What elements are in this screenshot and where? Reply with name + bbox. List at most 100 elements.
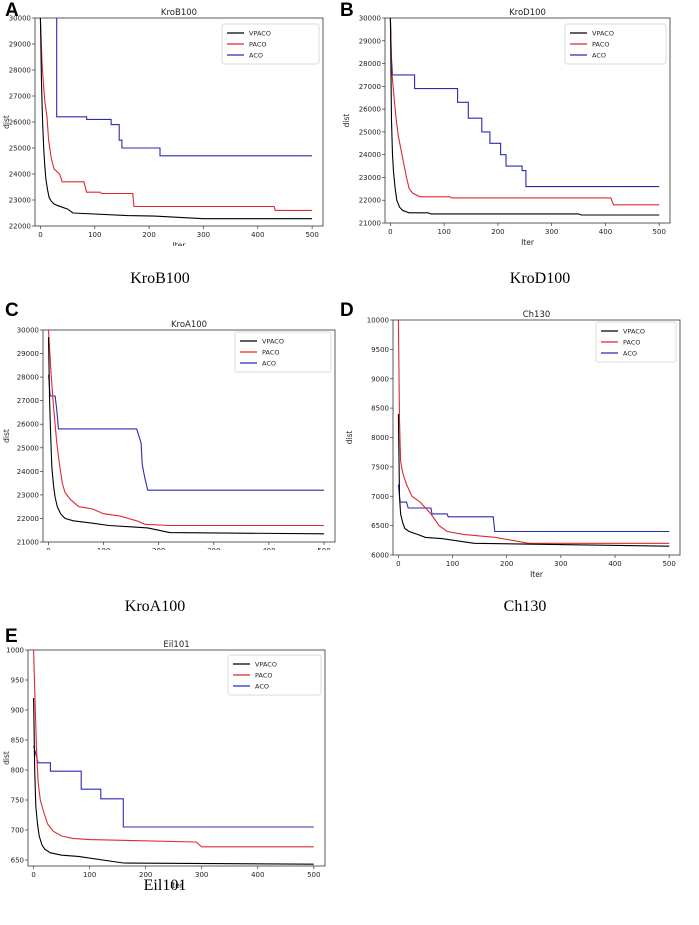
x-axis-label: Iter [521, 238, 535, 246]
y-tick-label: 22000 [359, 197, 381, 205]
chart-title: KroA100 [171, 320, 207, 330]
legend-label-paco: PACO [623, 339, 641, 347]
x-tick-label: 200 [491, 228, 504, 236]
y-tick-label: 7000 [371, 493, 389, 501]
series-line-aco [47, 374, 324, 491]
x-tick-label: 400 [251, 871, 264, 879]
x-tick-label: 500 [653, 228, 666, 236]
legend-box [595, 321, 677, 363]
y-tick-label: 9500 [371, 346, 389, 354]
x-tick-label: 100 [97, 547, 110, 550]
y-tick-label: 22000 [9, 223, 31, 231]
x-tick-label: 0 [46, 547, 50, 550]
series-line-paco [47, 330, 324, 527]
y-tick-label: 650 [11, 857, 24, 865]
y-tick-label: 800 [11, 767, 24, 775]
y-tick-label: 23000 [17, 491, 39, 499]
x-axis-label: Iter [173, 241, 187, 246]
x-tick-label: 300 [195, 871, 208, 879]
chart-panel-a: KroB100 0 100 200 300 400 500 22000 23000 24000 25… [0, 6, 330, 250]
x-tick-label: 300 [545, 228, 558, 236]
x-tick-label: 500 [307, 871, 320, 879]
y-tick-label: 7500 [371, 463, 389, 471]
y-tick-label: 850 [11, 737, 24, 745]
y-axis-label: dist [345, 431, 354, 445]
y-tick-label: 21000 [17, 539, 39, 547]
legend-label-aco: ACO [255, 683, 269, 691]
y-tick-label: 25000 [17, 444, 39, 452]
y-tick-label: 6500 [371, 522, 389, 530]
x-tick-label: 200 [152, 547, 165, 550]
x-tick-label: 300 [554, 560, 567, 568]
x-tick-label: 0 [396, 560, 400, 568]
panel-letter-e: E [5, 626, 18, 647]
legend-box [234, 331, 332, 373]
y-tick-label: 28000 [17, 374, 39, 382]
chart-title: KroD100 [509, 8, 546, 18]
y-axis-label: dist [2, 115, 11, 129]
x-tick-label: 0 [388, 228, 392, 236]
chart-panel-d: Ch130 0 100 200 300 400 500 6000 6500 7000 7500 800… [343, 306, 688, 585]
y-tick-label: 21000 [359, 220, 381, 228]
x-tick-label: 500 [305, 231, 318, 239]
chart-title: Eil101 [163, 640, 189, 650]
chart-kroA100: KroA100 0 100 200 300 400 500 21000 22000 23000 24… [2, 320, 336, 566]
series-line-paco [397, 320, 670, 544]
y-tick-label: 30000 [359, 15, 381, 23]
x-tick-label: 200 [142, 231, 155, 239]
y-tick-label: 26000 [9, 119, 31, 127]
series-line-vpaco [397, 413, 670, 547]
legend-label-aco: ACO [623, 350, 637, 358]
y-tick-label: 700 [11, 827, 24, 835]
legend-label-vpaco: VPACO [249, 30, 271, 38]
y-tick-label: 28000 [359, 60, 381, 68]
y-tick-label: 30000 [9, 15, 31, 23]
series-line-vpaco [389, 18, 660, 216]
legend-label-aco: ACO [592, 52, 606, 60]
x-tick-label: 0 [38, 231, 42, 239]
y-tick-label: 900 [11, 707, 24, 715]
chart-panel-e: Eil101 0 100 200 300 400 500 650 700 750 800 850 900… [0, 634, 335, 898]
series-line-aco [389, 18, 660, 188]
caption-d: Ch130 [503, 598, 547, 615]
legend-box [227, 654, 322, 696]
series-line-aco [397, 484, 670, 533]
legend-label-vpaco: VPACO [623, 328, 645, 336]
legend-label-aco: ACO [249, 52, 263, 60]
chart-kroD100: KroD100 0 100 200 300 400 500 21000 22000 23000 24… [342, 8, 671, 247]
x-tick-label: 100 [446, 560, 459, 568]
chart-ch130: Ch130 0 100 200 300 400 500 6000 6500 7000 7500 800… [345, 310, 681, 579]
x-axis-label: Iter [530, 570, 544, 579]
x-tick-label: 400 [599, 228, 612, 236]
legend-label-vpaco: VPACO [592, 30, 614, 38]
legend-label-paco: PACO [262, 349, 280, 357]
legend-label-paco: PACO [592, 41, 610, 49]
y-tick-label: 25000 [359, 128, 381, 136]
y-axis-label: dist [2, 429, 11, 443]
y-axis-label: dist [2, 751, 11, 765]
x-tick-label: 500 [317, 547, 330, 550]
caption-b: KroD100 [509, 270, 571, 287]
panel-letter-a: A [5, 0, 19, 21]
y-tick-label: 29000 [17, 350, 39, 358]
chart-eil101: Eil101 0 100 200 300 400 500 650 700 750 800 850 900… [2, 640, 326, 890]
series-line-aco [56, 18, 313, 157]
chart-title: Ch130 [523, 310, 551, 320]
legend-label-aco: ACO [262, 360, 276, 368]
x-tick-label: 500 [662, 560, 675, 568]
chart-panel-b: KroD100 0 100 200 300 400 500 21000 22000 23000 24… [340, 6, 680, 250]
y-tick-label: 30000 [17, 327, 39, 335]
y-tick-label: 6000 [371, 552, 389, 560]
y-tick-label: 8000 [371, 434, 389, 442]
panel-letter-c: C [5, 300, 19, 321]
legend-label-vpaco: VPACO [262, 338, 284, 346]
series-line-paco [389, 18, 660, 206]
legend-label-vpaco: VPACO [255, 661, 277, 669]
y-tick-label: 28000 [9, 67, 31, 75]
x-tick-label: 200 [500, 560, 513, 568]
legend-label-paco: PACO [249, 41, 267, 49]
series-line-vpaco [33, 697, 314, 865]
x-tick-label: 400 [608, 560, 621, 568]
y-tick-label: 23000 [359, 174, 381, 182]
legend-box [564, 23, 667, 65]
